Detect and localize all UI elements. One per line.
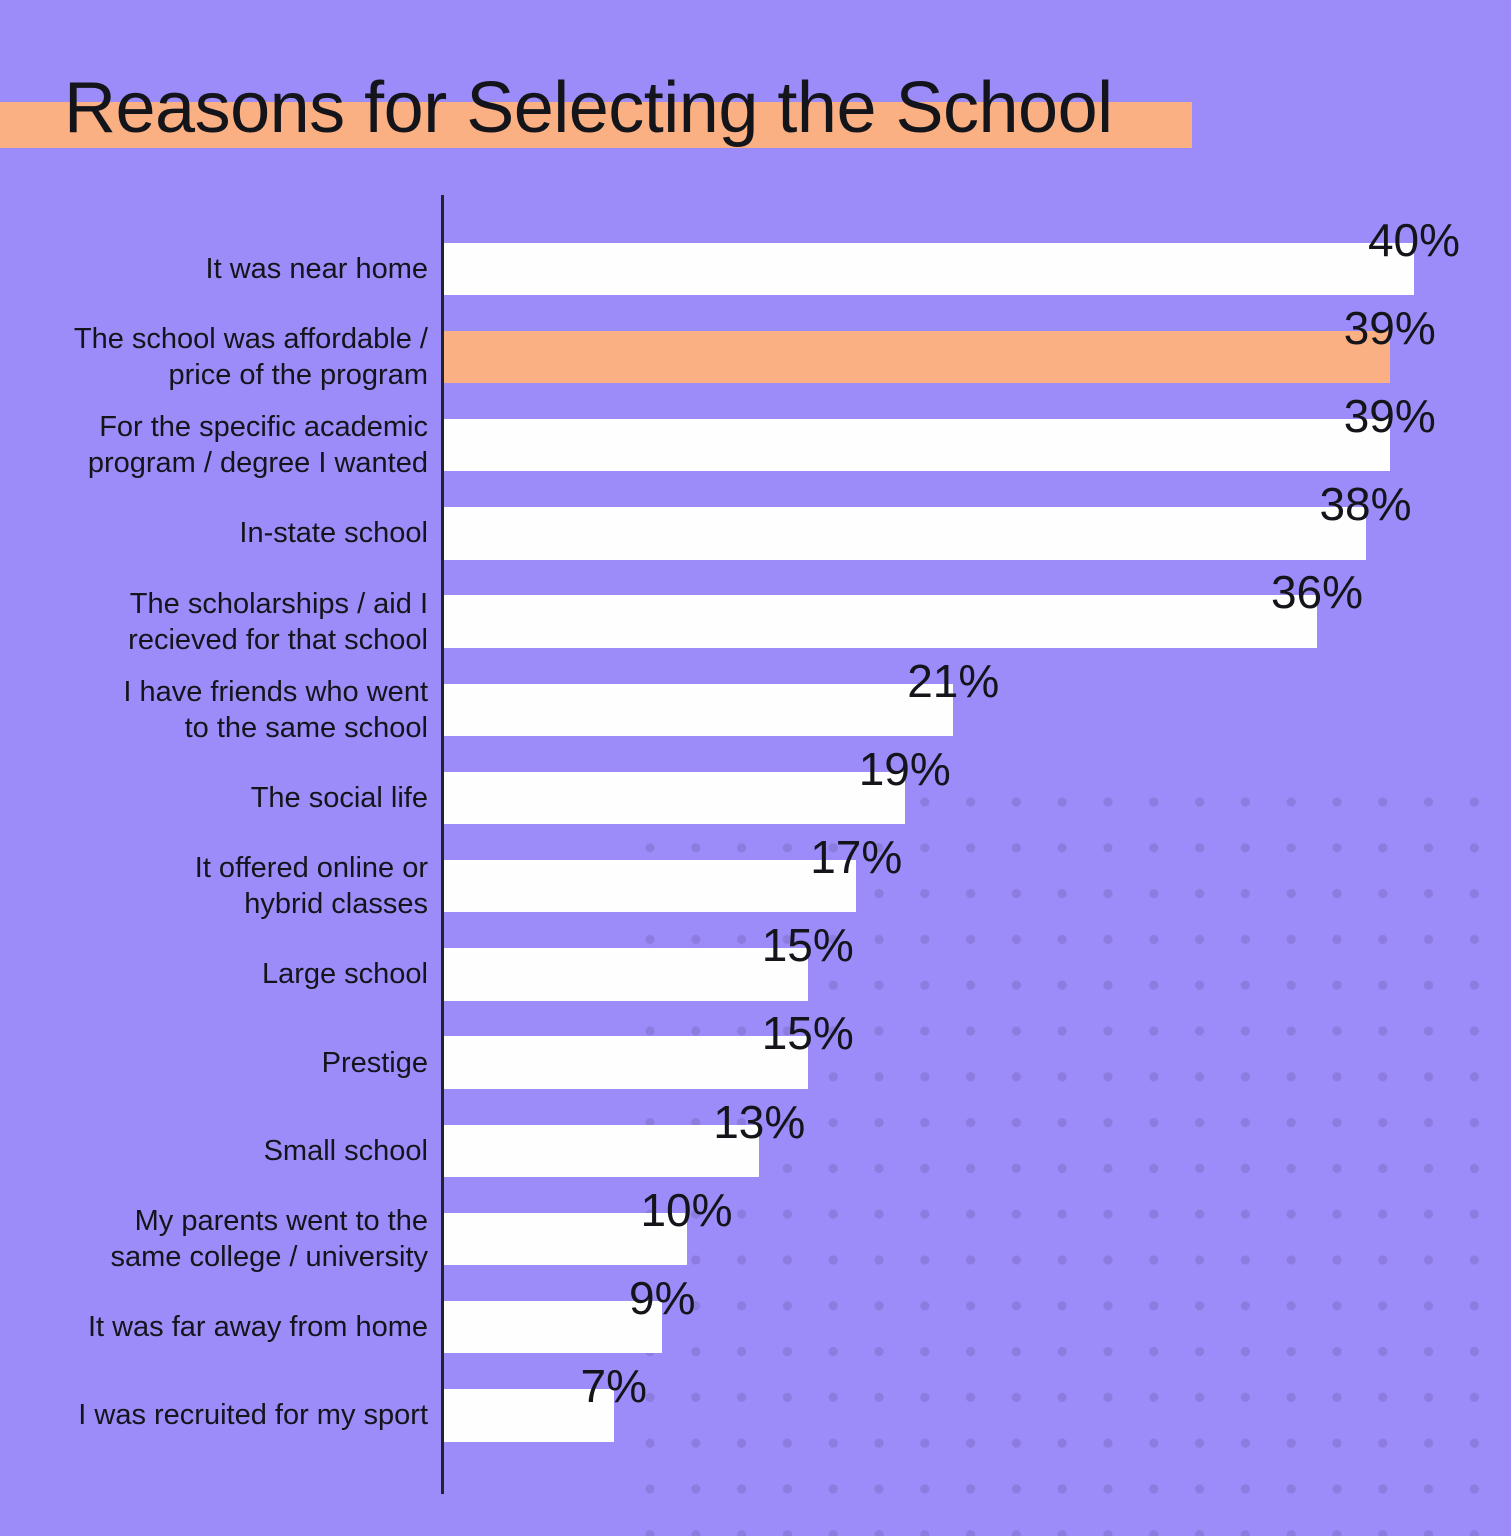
- value-label: 17%: [810, 830, 903, 883]
- value-label: 9%: [629, 1271, 696, 1324]
- value-label: 10%: [640, 1183, 733, 1236]
- bar: [444, 507, 1366, 560]
- category-label: My parents went to the same college / un…: [110, 1204, 428, 1273]
- category-label: I was recruited for my sport: [78, 1399, 428, 1432]
- category-label: Large school: [261, 958, 428, 991]
- page-title: Reasons for Selecting the School: [64, 68, 1113, 148]
- bar: [444, 1124, 760, 1177]
- y-axis-line: [441, 195, 444, 1494]
- category-label: It offered online or hybrid classes: [194, 852, 428, 921]
- category-label: I have friends who went to the same scho…: [123, 675, 428, 744]
- bar: [444, 1212, 687, 1266]
- title-highlight-band: [0, 102, 1192, 148]
- value-label: 38%: [1319, 478, 1412, 531]
- bar: [444, 418, 1390, 472]
- value-label: 15%: [761, 919, 854, 972]
- bar: [444, 948, 808, 1001]
- category-label: Small school: [263, 1134, 428, 1167]
- category-label: The social life: [250, 781, 428, 814]
- category-label: The scholarships / aid I recieved for th…: [128, 587, 428, 656]
- value-label: 13%: [713, 1095, 806, 1148]
- category-label: In-state school: [239, 517, 428, 550]
- bar: [444, 771, 905, 825]
- category-label: Prestige: [321, 1046, 428, 1079]
- category-label: For the specific academic program / degr…: [87, 411, 428, 480]
- category-label: The school was affordable / price of the…: [73, 322, 428, 391]
- value-label: 15%: [761, 1007, 854, 1060]
- bar: [444, 859, 857, 913]
- value-label: 21%: [907, 654, 1000, 707]
- bar-highlighted: [444, 330, 1390, 384]
- value-label: 36%: [1270, 566, 1364, 619]
- category-label: It was far away from home: [87, 1311, 428, 1344]
- bar: [444, 1389, 614, 1442]
- category-label: It was near home: [205, 252, 428, 285]
- bar: [444, 242, 1414, 295]
- bar: [444, 683, 954, 736]
- bar: [444, 595, 1317, 648]
- value-label: 7%: [580, 1360, 647, 1413]
- bar: [444, 1300, 663, 1354]
- value-label: 40%: [1367, 213, 1461, 266]
- value-label: 19%: [858, 742, 951, 795]
- value-label: 39%: [1343, 301, 1436, 354]
- bar: [444, 1036, 808, 1089]
- value-label: 39%: [1343, 389, 1436, 442]
